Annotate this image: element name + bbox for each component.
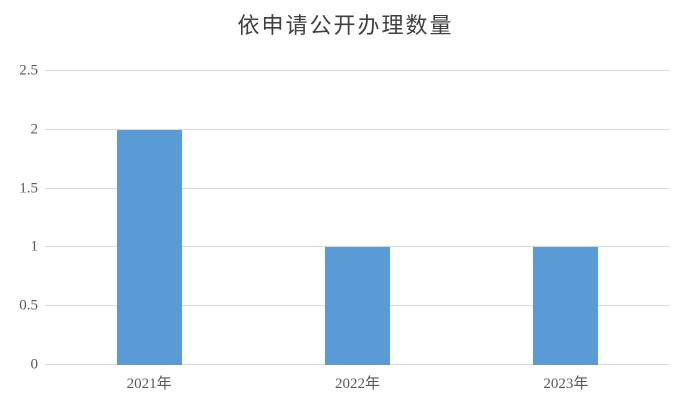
bar-slot bbox=[253, 71, 461, 365]
gridline bbox=[45, 187, 670, 189]
chart-title: 依申请公开办理数量 bbox=[237, 13, 454, 38]
bar-slot bbox=[462, 71, 670, 365]
bar-slot bbox=[45, 71, 253, 365]
y-axis-tick-label: 0 bbox=[30, 356, 39, 373]
bar-2023年 bbox=[533, 247, 599, 365]
x-axis-category-label: 2021年 bbox=[126, 376, 172, 392]
y-axis-tick-label: 0.5 bbox=[19, 297, 38, 314]
gridline bbox=[45, 128, 670, 130]
y-axis-tick-label: 1 bbox=[30, 238, 39, 255]
x-axis-category-label: 2022年 bbox=[334, 376, 380, 392]
x-axis: 2021年 2022年 2023年 bbox=[45, 372, 670, 396]
bar-2022年 bbox=[324, 247, 390, 365]
gridline bbox=[45, 70, 670, 71]
bar-2021年 bbox=[116, 129, 182, 365]
y-axis: 0 0.5 1 1.5 2 2.5 bbox=[0, 63, 39, 372]
gridline bbox=[45, 246, 670, 248]
x-axis-category-label: 2023年 bbox=[543, 376, 589, 392]
y-axis-tick-label: 2 bbox=[30, 121, 39, 138]
y-axis-tick-label: 2.5 bbox=[19, 62, 38, 79]
plot-area bbox=[45, 70, 670, 365]
y-axis-tick-label: 1.5 bbox=[19, 180, 38, 197]
bars-container bbox=[45, 71, 670, 365]
